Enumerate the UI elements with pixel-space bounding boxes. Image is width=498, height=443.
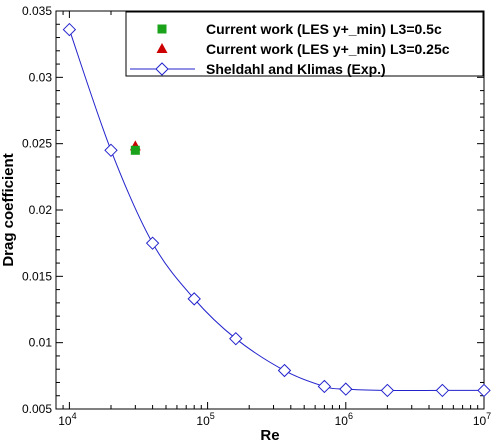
data-point [187,292,201,306]
data-point [62,22,77,37]
x-tick-label-exponent: 6 [348,411,353,421]
x-tick-label-exponent: 4 [72,411,77,421]
y-tick-label: 0.01 [29,336,53,350]
data-point [380,383,395,398]
series-line [68,29,484,392]
y-axis-title: Drag coefficient [0,153,17,266]
x-tick-label-base: 10 [196,414,210,428]
data-point [229,331,243,346]
y-tick-label: 0.025 [22,137,52,151]
legend-entry: Current work (LES y+_min) L3=0.5c [157,21,442,37]
x-tick-label: 107 [473,411,491,428]
legend-marker [156,43,168,53]
data-point [277,363,292,378]
x-tick-label-base: 10 [58,414,72,428]
legend-label: Sheldahl and Klimas (Exp.) [206,61,386,77]
data-point [104,143,118,158]
legend-entry: Current work (LES y+_min) L3=0.25c [156,41,450,57]
data-point [145,236,160,250]
x-tick-label: 104 [58,411,76,428]
y-tick-label: 0.03 [29,70,53,84]
y-axis: 0.005 0.01 0.015 0.02 0.025 0.03 0.035 [22,4,484,416]
legend-marker [157,24,167,34]
legend-label: Current work (LES y+_min) L3=0.25c [206,41,450,57]
x-tick-label-base: 10 [335,414,349,428]
x-axis: 104 105 106 107 [55,11,491,428]
series-square [130,145,140,155]
series-layer [62,22,491,398]
legend-label: Current work (LES y+_min) L3=0.5c [206,21,442,37]
y-tick-label: 0.035 [22,4,52,18]
x-tick-label: 105 [196,411,214,428]
x-tick-label: 106 [335,411,353,428]
y-tick-label: 0.02 [29,203,53,217]
data-point [477,383,491,398]
series-diamond [62,22,491,398]
data-point [339,382,353,396]
legend-marker [155,62,169,76]
legend-box [125,11,484,77]
legend: Current work (LES y+_min) L3=0.5c Current… [125,11,484,77]
y-tick-label: 0.005 [22,402,52,416]
data-point [317,379,332,394]
x-tick-label-exponent: 5 [210,411,215,421]
x-axis-title: Re [260,427,279,443]
x-tick-label-exponent: 7 [486,411,491,421]
x-tick-label-base: 10 [473,414,487,428]
data-point [130,145,140,155]
legend-entry: Sheldahl and Klimas (Exp.) [130,61,386,77]
data-point [435,383,450,398]
y-tick-label: 0.015 [22,269,52,283]
